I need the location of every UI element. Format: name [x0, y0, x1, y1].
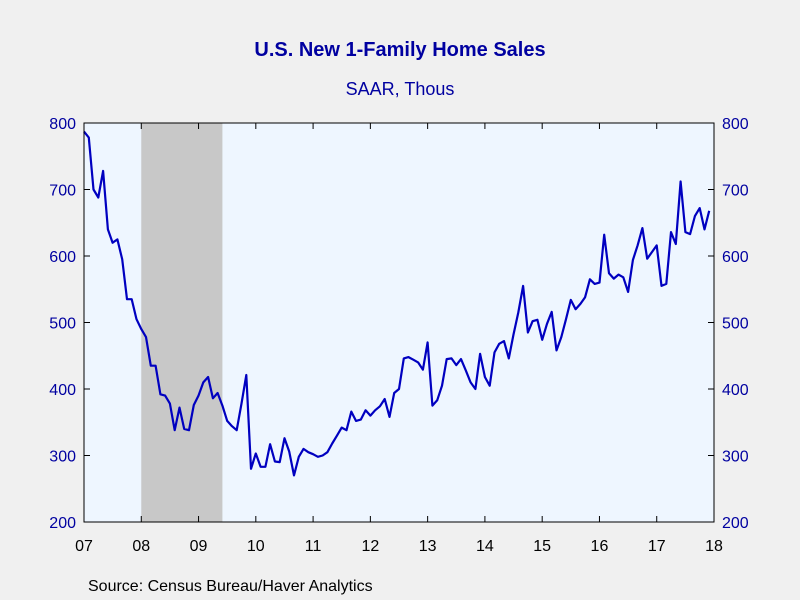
x-tick-label: 07 [75, 538, 93, 555]
y-tick-label-right: 200 [722, 515, 749, 532]
plot-frame [83, 122, 715, 523]
y-tick-label-right: 400 [722, 382, 749, 399]
recession-band [141, 123, 223, 522]
x-tick-label: 14 [476, 538, 494, 555]
y-tick-label-right: 600 [722, 249, 749, 266]
source-note: Source: Census Bureau/Haver Analytics [88, 578, 373, 595]
x-tick-label: 08 [132, 538, 150, 555]
x-tick-label: 16 [591, 538, 609, 555]
y-tick-label-right: 700 [722, 183, 749, 200]
y-tick-label-left: 600 [49, 249, 76, 266]
y-tick-label-left: 400 [49, 382, 76, 399]
x-tick-label: 18 [705, 538, 723, 555]
y-tick-label-right: 500 [722, 316, 749, 333]
y-tick-label-right: 300 [722, 449, 749, 466]
y-tick-label-left: 800 [49, 116, 76, 133]
y-tick-label-left: 700 [49, 183, 76, 200]
x-tick-label: 11 [305, 538, 322, 555]
x-tick-label: 12 [361, 538, 379, 555]
chart-title: U.S. New 1-Family Home Sales [254, 39, 546, 61]
x-tick-label: 09 [190, 538, 208, 555]
series-line [83, 130, 711, 477]
x-tick-label: 13 [419, 538, 437, 555]
y-tick-label-left: 200 [49, 515, 76, 532]
x-tick-label: 15 [533, 538, 551, 555]
y-tick-label-left: 300 [49, 449, 76, 466]
y-tick-label-left: 500 [49, 316, 76, 333]
x-tick-label: 17 [648, 538, 666, 555]
x-tick-label: 10 [247, 538, 265, 555]
chart-subtitle: SAAR, Thous [345, 79, 455, 99]
y-tick-label-right: 800 [722, 116, 749, 133]
